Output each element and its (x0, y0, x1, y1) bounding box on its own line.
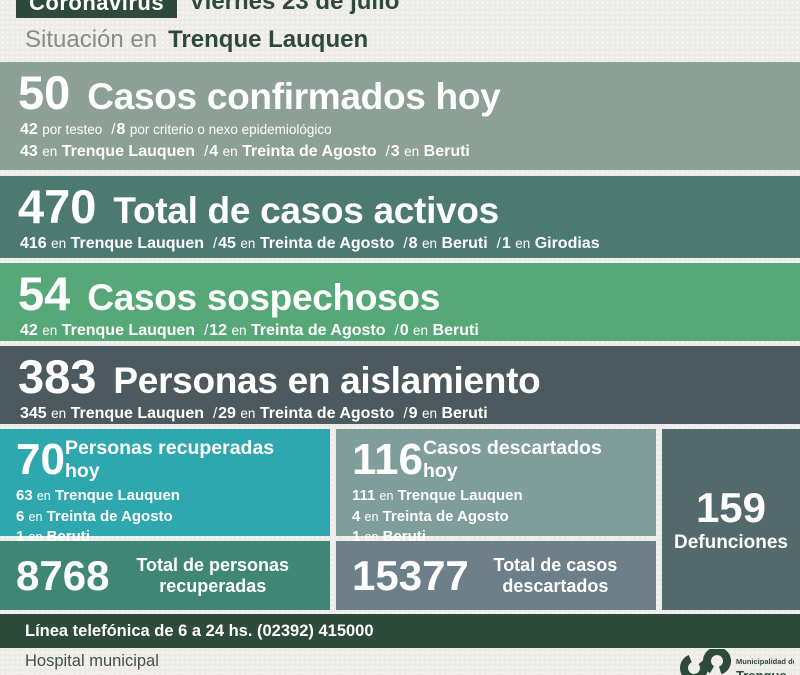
loc-beruti: /0 en Beruti (394, 322, 479, 339)
discarded-today-value: 116 (352, 435, 423, 484)
band-active-cases: 470 Total de casos activos 416 en Trenqu… (0, 176, 800, 258)
subtitle-city: Trenque Lauquen (168, 26, 369, 53)
total-discarded-label-line2: descartados (502, 575, 609, 596)
total-discarded-label-line1: Total de casos (493, 554, 618, 575)
cards-middle-column: 116 Casos descartados hoy 111 en Trenque… (336, 429, 656, 610)
loc-treinta-de-agosto: 4 en Treinta de Agosto (352, 507, 509, 525)
discarded-today-breakdown: 111 en Trenque Lauquen 4 en Treinta de A… (352, 486, 646, 548)
deaths-value: 159 (695, 484, 767, 532)
loc-trenque-lauquen: 345 en Trenque Lauquen (20, 405, 204, 422)
loc-treinta-de-agosto: /45 en Treinta de Agosto (212, 235, 395, 252)
recovered-today-title: Personas recuperadas hoy (64, 437, 275, 482)
subtitle: Situación en Trenque Lauquen (0, 18, 800, 62)
logo-ring-left-icon (680, 654, 708, 675)
suspected-cases-value: 54 (18, 267, 71, 320)
total-discarded-value: 15377 (352, 551, 469, 599)
subtitle-prefix: Situación en (25, 26, 158, 53)
hospital-label: Hospital municipal (25, 652, 159, 670)
card-total-recovered: 8768 Total de personas recuperadas (0, 541, 330, 610)
total-recovered-value: 8768 (16, 551, 110, 599)
loc-treinta-de-agosto: /29 en Treinta de Agosto (212, 405, 395, 422)
band-suspected-head: 54 Casos sospechosos (0, 263, 800, 319)
total-recovered-label-line2: recuperadas (159, 575, 267, 596)
report-date: Viernes 23 de julio (189, 0, 399, 18)
active-cases-value: 470 (18, 180, 97, 233)
loc-trenque-lauquen: 43 en Trenque Lauquen (20, 143, 196, 160)
band-isolation-head: 383 Personas en aislamiento (0, 346, 800, 402)
confirmed-today-value: 50 (18, 66, 71, 119)
loc-treinta-de-agosto: /4 en Treinta de Agosto (204, 143, 377, 160)
suspected-breakdown-location: 42 en Trenque Lauquen /12 en Treinta de … (0, 321, 800, 341)
active-breakdown-location: 416 en Trenque Lauquen /45 en Treinta de… (0, 234, 800, 254)
logo-org-line2: Trenque (736, 668, 787, 675)
band-confirmed-head: 50 Casos confirmados hoy (0, 62, 800, 118)
band-active-head: 470 Total de casos activos (0, 176, 800, 232)
band-isolation: 383 Personas en aislamiento 345 en Trenq… (0, 346, 800, 424)
card-total-discarded: 15377 Total de casos descartados (336, 541, 656, 610)
loc-beruti: /3 en Beruti (385, 143, 470, 160)
loc-treinta-de-agosto: /12 en Treinta de Agosto (204, 322, 386, 339)
cards-grid: 70 Personas recuperadas hoy 63 en Trenqu… (0, 429, 800, 610)
logo-org-line1: Municipalidad de (736, 657, 794, 666)
loc-trenque-lauquen: 111 en Trenque Lauquen (352, 487, 523, 504)
loc-girodias: /1 en Girodias (496, 235, 600, 252)
logo-ring-right-icon (703, 649, 731, 675)
report-date-text: Viernes 23 de julio (189, 0, 400, 15)
active-cases-title: Total de casos activos (113, 190, 499, 231)
phone-line-banner: Línea telefónica de 6 a 24 hs. (02392) 4… (0, 614, 800, 648)
band-confirmed-today: 50 Casos confirmados hoy 42 por testeo /… (0, 62, 800, 170)
isolation-title: Personas en aislamiento (113, 360, 541, 401)
loc-beruti: 1 en Beruti (16, 528, 90, 545)
confirmed-breakdown-location: 43 en Trenque Lauquen /4 en Treinta de A… (0, 142, 800, 162)
isolation-breakdown-location: 345 en Trenque Lauquen /29 en Treinta de… (0, 404, 800, 424)
top-strip: Coronavirus Viernes 23 de julio (0, 0, 800, 18)
loc-beruti: /9 en Beruti (403, 405, 488, 422)
recovered-today-head: 70 Personas recuperadas hoy (16, 437, 320, 483)
coronavirus-badge: Coronavirus (16, 0, 178, 18)
discarded-today-head: 116 Casos descartados hoy (352, 437, 646, 483)
loc-beruti: 1 en Beruti (352, 528, 426, 545)
card-recovered-today: 70 Personas recuperadas hoy 63 en Trenqu… (0, 429, 330, 545)
suspected-cases-title: Casos sospechosos (87, 277, 440, 318)
footer: Hospital municipal Municipalidad de Tren… (0, 648, 800, 675)
coronavirus-badge-label: Coronavirus (29, 0, 165, 15)
deaths-label: Defunciones (673, 531, 789, 553)
loc-trenque-lauquen: 416 en Trenque Lauquen (20, 235, 204, 252)
discarded-today-title: Casos descartados hoy (422, 437, 602, 482)
isolation-value: 383 (18, 350, 97, 403)
loc-trenque-lauquen: 42 en Trenque Lauquen (20, 322, 196, 339)
recovered-today-value: 70 (16, 435, 65, 484)
loc-treinta-de-agosto: 6 en Treinta de Agosto (16, 507, 173, 525)
confirmed-breakdown-method: 42 por testeo /8 por criterio o nexo epi… (0, 120, 800, 140)
loc-beruti: /8 en Beruti (403, 235, 488, 252)
cards-left-column: 70 Personas recuperadas hoy 63 en Trenqu… (0, 429, 330, 610)
total-recovered-label: Total de personas recuperadas (109, 555, 316, 597)
confirmed-today-title: Casos confirmados hoy (87, 76, 501, 117)
card-deaths: 159 Defunciones (662, 429, 800, 610)
band-suspected-cases: 54 Casos sospechosos 42 en Trenque Lauqu… (0, 263, 800, 341)
total-discarded-label: Total de casos descartados (469, 555, 642, 597)
recovered-today-breakdown: 63 en Trenque Lauquen 6 en Treinta de Ag… (16, 486, 320, 548)
municipality-logo: Municipalidad de Trenque (680, 649, 794, 675)
method-testeo: 42 por testeo (20, 121, 103, 138)
loc-trenque-lauquen: 63 en Trenque Lauquen (16, 487, 180, 504)
method-criterio: /8 por criterio o nexo epidemiológico (111, 121, 332, 138)
phone-line-text: Línea telefónica de 6 a 24 hs. (02392) 4… (25, 621, 374, 640)
total-recovered-label-line1: Total de personas (136, 554, 290, 575)
card-discarded-today: 116 Casos descartados hoy 111 en Trenque… (336, 429, 656, 545)
